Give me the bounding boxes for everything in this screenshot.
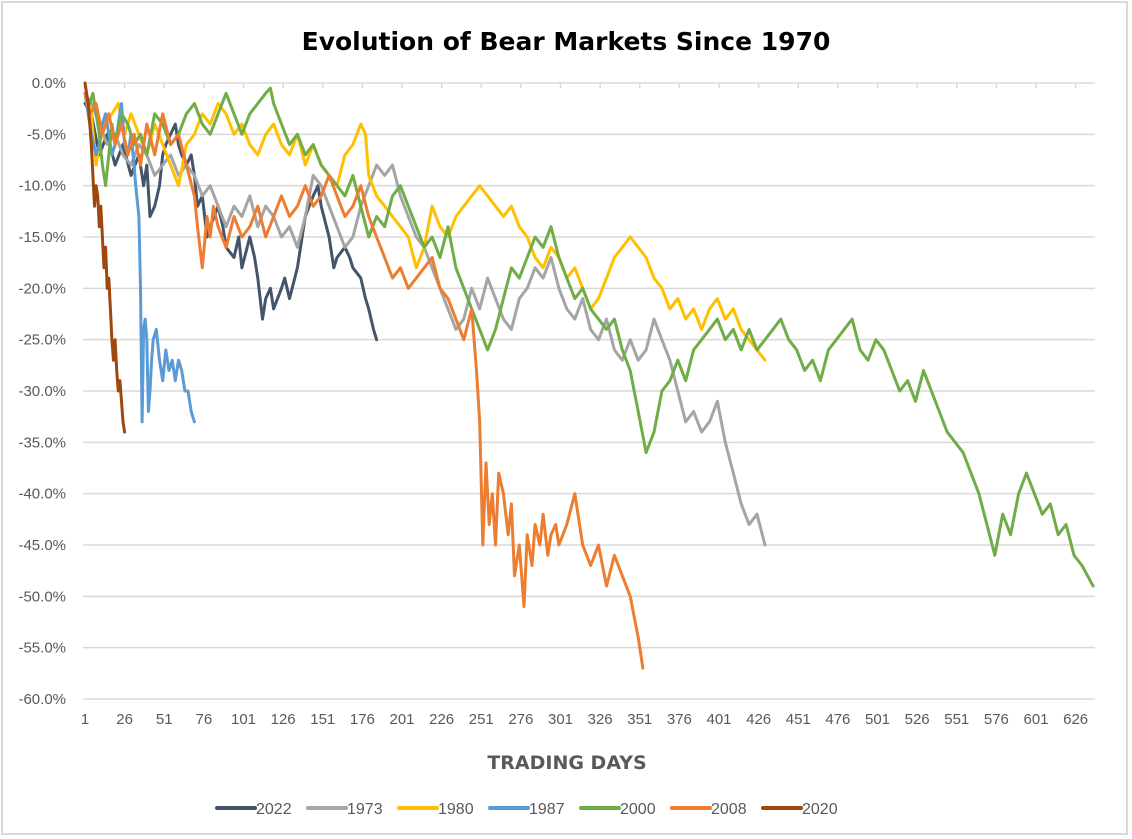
series-line-1980 (83, 91, 767, 362)
y-tick-label: -60.0% (18, 691, 66, 708)
x-tick-label: 451 (786, 711, 811, 728)
legend-label: 1980 (438, 801, 474, 818)
series-line-2008 (83, 91, 645, 670)
x-tick-label: 126 (271, 711, 296, 728)
x-tick-label: 626 (1063, 711, 1088, 728)
y-tick-label: 0.0% (32, 75, 66, 92)
legend: 2022 1973 1980 1987 2000 2008 2020 (215, 801, 838, 818)
y-tick-label: -15.0% (18, 229, 66, 246)
chart-title: Evolution of Bear Markets Since 1970 (302, 27, 831, 56)
x-tick-label: 501 (865, 711, 890, 728)
x-tick-label: 526 (905, 711, 930, 728)
y-tick-label: -10.0% (18, 178, 66, 195)
x-tick-label: 1 (81, 711, 89, 728)
legend-label: 2020 (802, 801, 838, 818)
x-tick-label: 376 (667, 711, 692, 728)
series-line-1987 (83, 91, 196, 424)
x-tick-label: 176 (350, 711, 375, 728)
x-tick-label: 101 (231, 711, 256, 728)
x-tick-label: 51 (156, 711, 173, 728)
gridlines (83, 82, 1095, 700)
x-tick-label: 226 (429, 711, 454, 728)
x-tick-label: 401 (706, 711, 731, 728)
y-tick-label: -30.0% (18, 383, 66, 400)
x-tick-label: 351 (627, 711, 652, 728)
x-tick-label: 301 (548, 711, 573, 728)
legend-item-2020: 2020 (761, 801, 838, 818)
x-tick-label: 326 (588, 711, 613, 728)
legend-label: 2008 (711, 801, 747, 818)
x-tick-label: 426 (746, 711, 771, 728)
legend-label: 2022 (256, 801, 292, 818)
x-tick-label: 576 (984, 711, 1009, 728)
legend-item-2000: 2000 (579, 801, 656, 818)
y-tick-label: -25.0% (18, 332, 66, 349)
x-tick-label: 26 (116, 711, 133, 728)
y-tick-label: -5.0% (27, 126, 66, 143)
x-axis-ticks: 1 26 51 76 101 126 151 176 201 226 251 276 301 326 351… (81, 83, 1088, 728)
x-tick-label: 201 (389, 711, 414, 728)
y-tick-label: -50.0% (18, 588, 66, 605)
x-tick-label: 601 (1023, 711, 1048, 728)
legend-item-2008: 2008 (670, 801, 747, 818)
x-tick-label: 276 (508, 711, 533, 728)
x-tick-label: 151 (310, 711, 335, 728)
legend-item-1973: 1973 (306, 801, 383, 818)
legend-item-1980: 1980 (397, 801, 474, 818)
series-line-2022 (83, 102, 379, 342)
y-axis-ticks: 0.0% -5.0% -10.0% -15.0% -20.0% -25.0% -30.0% -… (18, 75, 66, 708)
legend-item-1987: 1987 (488, 801, 565, 818)
legend-label: 1987 (529, 801, 565, 818)
series-line-2000 (83, 86, 1095, 588)
x-axis-label: TRADING DAYS (487, 752, 646, 774)
x-tick-label: 251 (469, 711, 494, 728)
x-tick-label: 476 (825, 711, 850, 728)
x-tick-label: 76 (196, 711, 213, 728)
series-line-2020 (83, 81, 127, 434)
legend-item-2022: 2022 (215, 801, 292, 818)
legend-label: 2000 (620, 801, 656, 818)
y-tick-label: -20.0% (18, 280, 66, 297)
x-tick-label: 551 (944, 711, 969, 728)
y-tick-label: -45.0% (18, 537, 66, 554)
series-lines (83, 81, 1095, 670)
legend-label: 1973 (347, 801, 383, 818)
y-tick-label: -55.0% (18, 640, 66, 657)
y-tick-label: -35.0% (18, 434, 66, 451)
y-tick-label: -40.0% (18, 486, 66, 503)
